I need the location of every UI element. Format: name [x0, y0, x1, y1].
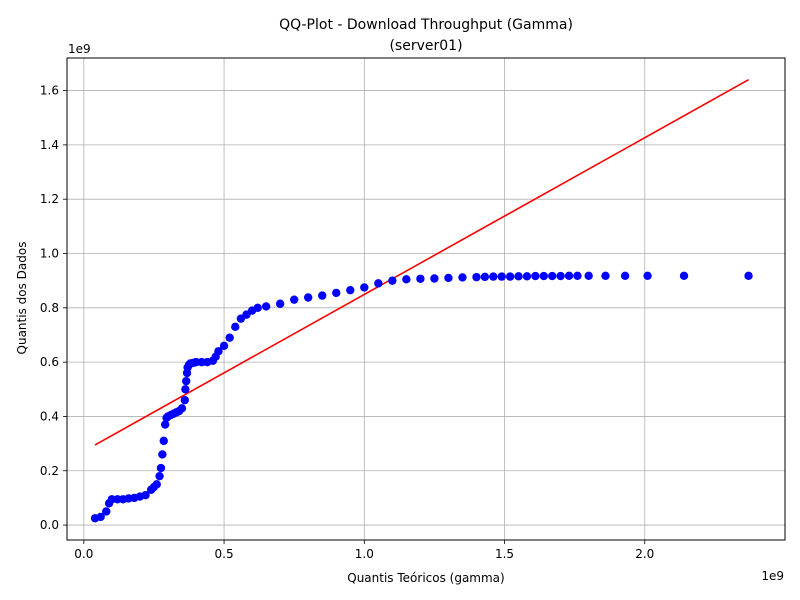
data-point	[402, 275, 411, 284]
data-point	[489, 272, 498, 281]
chart-title-line-2: (server01)	[389, 38, 462, 54]
y-offset-label: 1e9	[68, 42, 91, 56]
data-point	[573, 271, 582, 280]
grid-layer	[67, 58, 785, 540]
x-tick-label: 1.0	[355, 547, 374, 561]
data-point	[430, 274, 439, 283]
data-point	[275, 299, 285, 308]
x-tick-label: 0.5	[215, 547, 234, 561]
data-point	[304, 293, 313, 302]
x-tick-label: 0.0	[74, 547, 93, 561]
y-tick-label: 1.2	[40, 192, 59, 206]
data-point	[159, 436, 168, 446]
data-point	[744, 271, 753, 280]
data-point	[505, 272, 515, 281]
data-points-layer	[90, 271, 753, 523]
data-point	[556, 271, 565, 281]
data-point	[155, 471, 164, 481]
data-point	[497, 272, 506, 281]
data-point	[548, 271, 557, 281]
x-axis-label: Quantis Teóricos (gamma)	[347, 571, 504, 585]
data-point	[360, 283, 369, 292]
data-point	[96, 512, 105, 522]
data-point	[102, 507, 111, 516]
data-point	[539, 271, 548, 281]
data-point	[444, 273, 453, 283]
reference-line-layer	[94, 79, 749, 446]
data-point	[152, 480, 161, 489]
data-point	[620, 271, 630, 280]
data-point	[225, 333, 234, 342]
data-point	[156, 463, 166, 473]
y-tick-label: 1.0	[40, 247, 59, 261]
data-point	[679, 271, 689, 280]
y-tick-label: 0.2	[40, 464, 59, 478]
data-point	[514, 272, 523, 281]
data-point	[214, 347, 223, 356]
data-point	[480, 272, 490, 282]
x-tick-label: 2.0	[635, 547, 654, 561]
y-tick-label: 1.4	[40, 138, 59, 152]
data-point	[601, 271, 610, 280]
x-ticks: 0.0 0.5 1.0 1.5 2.0	[74, 540, 654, 561]
data-point	[160, 420, 170, 429]
data-point	[643, 271, 652, 280]
reference-line	[94, 79, 749, 446]
data-point	[332, 288, 341, 298]
x-tick-label: 1.5	[495, 547, 514, 561]
data-point	[219, 341, 229, 351]
chart-title-line-1: QQ-Plot - Download Throughput (Gamma)	[279, 17, 573, 33]
data-point	[180, 395, 189, 405]
data-point	[346, 285, 355, 295]
data-point	[564, 271, 574, 280]
y-ticks: 0.0 0.2 0.4 0.6 0.8 1.0 1.2 1.4 1.6	[40, 84, 67, 532]
y-tick-label: 0.4	[40, 409, 59, 423]
data-point	[374, 279, 383, 288]
y-tick-label: 0.0	[40, 518, 59, 532]
y-tick-label: 1.6	[40, 84, 59, 98]
data-point	[584, 271, 593, 280]
data-point	[181, 376, 191, 386]
y-tick-label: 0.6	[40, 355, 59, 369]
x-offset-label: 1e9	[761, 569, 784, 583]
data-point	[388, 276, 397, 285]
data-point	[181, 385, 190, 394]
data-point	[289, 295, 299, 304]
data-point	[253, 303, 262, 313]
data-point	[158, 450, 167, 459]
data-point	[261, 302, 271, 311]
y-tick-label: 0.8	[40, 301, 59, 315]
plot-frame	[66, 57, 786, 541]
y-axis-label: Quantis dos Dados	[15, 242, 29, 355]
data-point	[231, 322, 240, 332]
data-point	[318, 291, 327, 300]
data-point	[177, 404, 187, 413]
data-point	[141, 490, 150, 500]
data-point	[458, 273, 467, 282]
data-point	[472, 272, 481, 282]
data-point	[416, 274, 425, 283]
data-point	[531, 271, 540, 281]
data-point	[522, 272, 532, 281]
